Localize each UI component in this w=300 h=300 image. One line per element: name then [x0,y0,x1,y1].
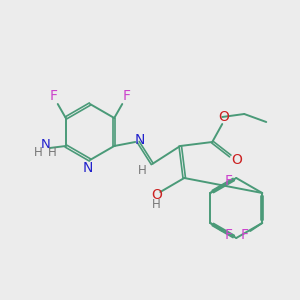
Text: F: F [224,174,232,188]
Text: F: F [122,89,130,103]
Text: F: F [240,228,248,242]
Text: O: O [151,188,162,202]
Text: O: O [218,110,229,124]
Text: F: F [50,89,58,103]
Text: N: N [83,161,93,175]
Text: H: H [152,197,161,211]
Text: H: H [33,146,42,158]
Text: O: O [231,153,242,167]
Text: H: H [138,164,147,178]
Text: N: N [41,137,51,151]
Text: N: N [135,133,146,147]
Text: F: F [224,228,232,242]
Text: H: H [47,146,56,158]
